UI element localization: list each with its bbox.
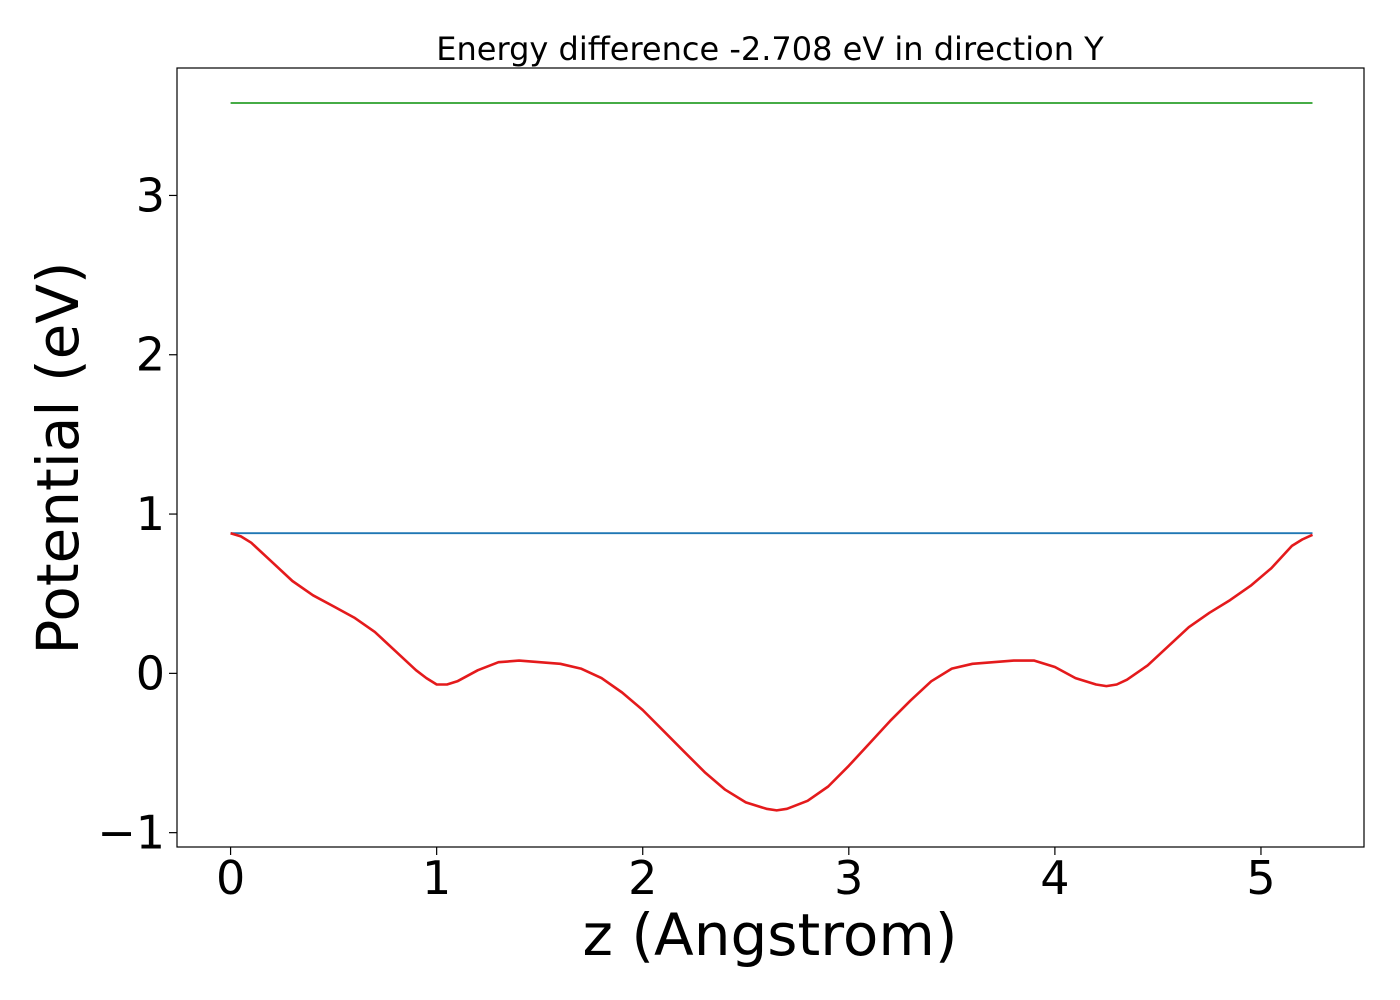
x-tick-label: 3 — [834, 851, 863, 905]
y-axis-label: Potential (eV) — [24, 261, 92, 654]
x-axis-label: z (Angstrom) — [583, 901, 958, 969]
x-tick-label: 5 — [1246, 851, 1275, 905]
y-tick-label: 1 — [136, 487, 165, 541]
plot-frame — [176, 67, 1365, 848]
y-tick-label: −1 — [97, 806, 165, 860]
y-tick-label: 2 — [136, 328, 165, 382]
y-axis: −1 0 1 2 3 — [97, 168, 177, 860]
x-tick-label: 0 — [216, 851, 245, 905]
x-tick-label: 4 — [1040, 851, 1069, 905]
series-line-3 — [230, 531, 1314, 812]
x-tick-label: 2 — [628, 851, 657, 905]
x-axis: 0 1 2 3 4 5 — [216, 847, 1276, 905]
series-layer — [230, 102, 1314, 812]
y-tick-label: 3 — [136, 168, 165, 222]
y-tick-label: 0 — [136, 646, 165, 700]
x-tick-label: 1 — [422, 851, 451, 905]
chart-title: Energy difference -2.708 eV in direction… — [436, 30, 1104, 68]
